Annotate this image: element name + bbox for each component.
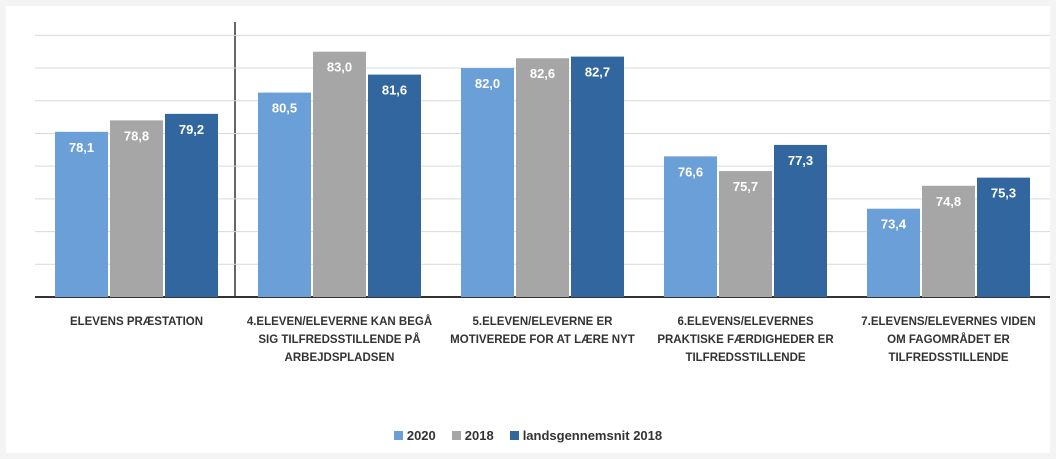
data-label: 73,4 [881,217,907,232]
data-label: 75,7 [733,179,758,194]
legend-item: 2020 [393,428,436,443]
bar [461,68,514,297]
legend-item: 2018 [451,428,494,443]
bar [313,51,366,297]
bar [867,208,920,297]
data-label: 82,6 [530,66,555,81]
x-tick-label: ELEVENS PRÆSTATION [69,316,204,328]
data-label: 83,0 [327,60,352,75]
data-label: 77,3 [788,153,813,168]
data-label: 75,3 [991,186,1016,201]
legend-item: landsgennemsnit 2018 [509,428,663,443]
bar [368,74,421,297]
data-label: 78,1 [69,140,94,155]
bar [571,56,624,298]
x-tick-label: 7.ELEVENS/ELEVERNES VIDEN OM FAGOMRÅDET … [861,316,1036,364]
bar [774,144,827,297]
bar [165,113,218,297]
legend-label: 2018 [464,428,494,443]
legend: 2020 2018 landsgennemsnit 2018 [0,428,1056,443]
bar [110,120,163,297]
legend-swatch [393,431,403,440]
legend-swatch [509,431,519,440]
data-label: 76,6 [678,164,703,179]
x-tick-label: 5.ELEVEN/ELEVERNE ER MOTIVEREDE FOR AT L… [450,316,635,346]
data-label: 74,8 [936,194,961,209]
bar [258,92,311,298]
legend-label: 2020 [406,428,436,443]
bar [55,131,108,297]
x-tick-label: 4.ELEVEN/ELEVERNE KAN BEGÅ SIG TILFREDSS… [246,316,433,364]
bar [516,58,569,298]
data-label: 78,8 [124,128,149,143]
data-label: 82,0 [475,76,500,91]
bar [664,156,717,297]
legend-swatch [451,431,461,440]
data-label: 79,2 [179,122,204,137]
data-label: 82,7 [585,65,610,80]
legend-label: landsgennemsnit 2018 [522,428,663,443]
data-label: 80,5 [272,101,297,116]
bar [719,171,772,297]
bar [922,185,975,297]
data-label: 81,6 [382,83,407,98]
x-tick-label: 6.ELEVENS/ELEVERNES PRAKTISKE FÆRDIGHEDE… [657,316,834,364]
bar [977,177,1030,297]
